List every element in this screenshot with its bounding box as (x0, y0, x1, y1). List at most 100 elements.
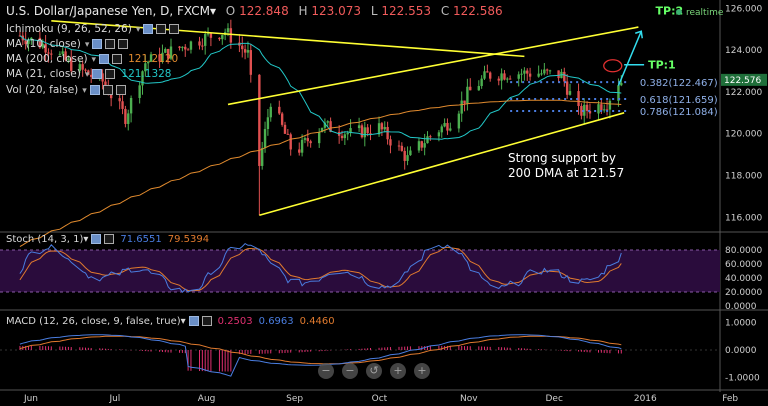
candle-body (87, 70, 90, 75)
settings-icon[interactable] (201, 316, 212, 326)
target-circle (603, 59, 623, 73)
candle-body (204, 34, 207, 46)
macd-legend[interactable]: MACD (12, 26, close, 9, false, true)▾ 0.2… (6, 316, 335, 327)
eye-icon[interactable] (89, 85, 100, 95)
candle-body (141, 71, 144, 86)
candle-body (517, 74, 520, 79)
chevron-down-icon[interactable]: ▾ (84, 40, 90, 50)
realtime-indicator: realtime (676, 8, 723, 18)
candle-body (101, 73, 104, 82)
time-tick-label: Jul (108, 394, 120, 404)
candle-body (246, 50, 250, 53)
candle-body (548, 70, 552, 72)
chevron-down-icon[interactable]: ▾ (135, 25, 141, 35)
settings-icon[interactable] (112, 54, 123, 64)
candle-body (489, 72, 492, 79)
candle-body (417, 141, 421, 151)
scroll-right-icon[interactable]: + (390, 363, 406, 379)
candle-body (258, 74, 261, 166)
chevron-down-icon[interactable]: ▾ (209, 4, 216, 18)
chevron-down-icon[interactable]: ▾ (83, 234, 89, 245)
candle-body (303, 138, 307, 140)
candle-body (118, 98, 121, 102)
chart-header: U.S. Dollar/Japanese Yen, D, FXCM▾ O 122… (6, 4, 503, 18)
indicator-ma10[interactable]: MA (10, close) ▾ (6, 37, 129, 53)
scroll-left-icon[interactable]: − (342, 363, 358, 379)
settings-icon[interactable] (156, 24, 167, 34)
stoch-tick-label: 80.0000 (725, 246, 762, 256)
candle-body (104, 81, 107, 87)
time-tick-label: Nov (460, 394, 478, 404)
status-dot-icon (676, 9, 682, 15)
zoom-in-icon[interactable]: + (414, 363, 430, 379)
eye-icon[interactable] (91, 234, 102, 244)
settings-icon[interactable] (104, 234, 115, 244)
candle-body (497, 78, 500, 81)
eye-icon[interactable] (143, 24, 154, 34)
tp2-arrow (617, 30, 642, 86)
candle-body (166, 49, 170, 59)
candle-body (184, 46, 187, 50)
settings-icon[interactable] (102, 85, 113, 95)
candle-body (280, 113, 284, 125)
candle-body (50, 53, 53, 55)
candle-body (147, 61, 150, 64)
settings-icon[interactable] (105, 39, 116, 49)
stoch-legend[interactable]: Stoch (14, 3, 1)▾ 71.6551 79.5394 (6, 234, 209, 245)
candle-body (229, 28, 233, 43)
price-tick-label: 116.000 (725, 213, 762, 223)
candle-body (389, 139, 392, 146)
chevron-down-icon[interactable]: ▾ (82, 86, 87, 96)
indicator-ma200[interactable]: MA (200, close) ▾ 121.2120 (6, 52, 178, 68)
reset-icon[interactable]: ↺ (366, 363, 382, 379)
macd-line-value: 0.6963 (258, 316, 294, 327)
candle-body (483, 71, 486, 79)
candle-body (480, 78, 483, 87)
eye-icon[interactable] (92, 39, 103, 49)
close-icon[interactable] (115, 85, 126, 95)
eye-icon[interactable] (92, 69, 103, 79)
candle-body (437, 132, 441, 137)
indicator-ma21[interactable]: MA (21, close) ▾ 121.1328 (6, 67, 172, 83)
candle-body (346, 133, 349, 135)
candle-body (429, 136, 432, 138)
candle-body (78, 64, 81, 71)
chevron-down-icon[interactable]: ▾ (91, 55, 97, 65)
zoom-controls[interactable]: − − ↺ + + (318, 359, 438, 379)
candle-body (47, 52, 50, 54)
candle-body (508, 78, 512, 80)
candle-body (543, 69, 546, 74)
candle-body (326, 121, 329, 123)
stoch-tick-label: 40.0000 (725, 274, 762, 284)
time-tick-label: Aug (198, 394, 216, 404)
ma200-value: 121.2120 (128, 53, 179, 65)
candle-body (585, 104, 589, 111)
candle-body (608, 100, 612, 110)
time-tick-label: 2016 (634, 394, 657, 404)
candle-body (383, 126, 386, 130)
indicator-ichimoku[interactable]: Ichimoku (9, 26, 52, 26) ▾ (6, 22, 180, 38)
zoom-out-icon[interactable]: − (318, 363, 334, 379)
annotation-note: Strong support by (508, 151, 616, 165)
close-icon[interactable] (169, 24, 180, 34)
eye-icon[interactable] (188, 316, 199, 326)
chevron-down-icon[interactable]: ▾ (180, 316, 186, 327)
symbol-title[interactable]: U.S. Dollar/Japanese Yen, D, FXCM (6, 4, 210, 18)
price-tick-label: 122.000 (725, 88, 762, 98)
candle-body (546, 69, 549, 71)
chevron-down-icon[interactable]: ▾ (84, 70, 90, 80)
candle-body (397, 145, 401, 147)
channel-upper-trendline (227, 26, 639, 106)
settings-icon[interactable] (105, 69, 116, 79)
candles-layer (18, 19, 623, 216)
indicator-volume[interactable]: Vol (20, false) ▾ (6, 83, 126, 99)
candle-body (138, 85, 141, 98)
macd-tick-label: 0.0000 (725, 346, 757, 356)
candle-body (469, 86, 472, 91)
close-icon[interactable] (118, 39, 129, 49)
eye-icon[interactable] (99, 54, 110, 64)
candle-body (400, 145, 404, 151)
candle-body (306, 138, 309, 142)
candle-body (443, 123, 446, 127)
